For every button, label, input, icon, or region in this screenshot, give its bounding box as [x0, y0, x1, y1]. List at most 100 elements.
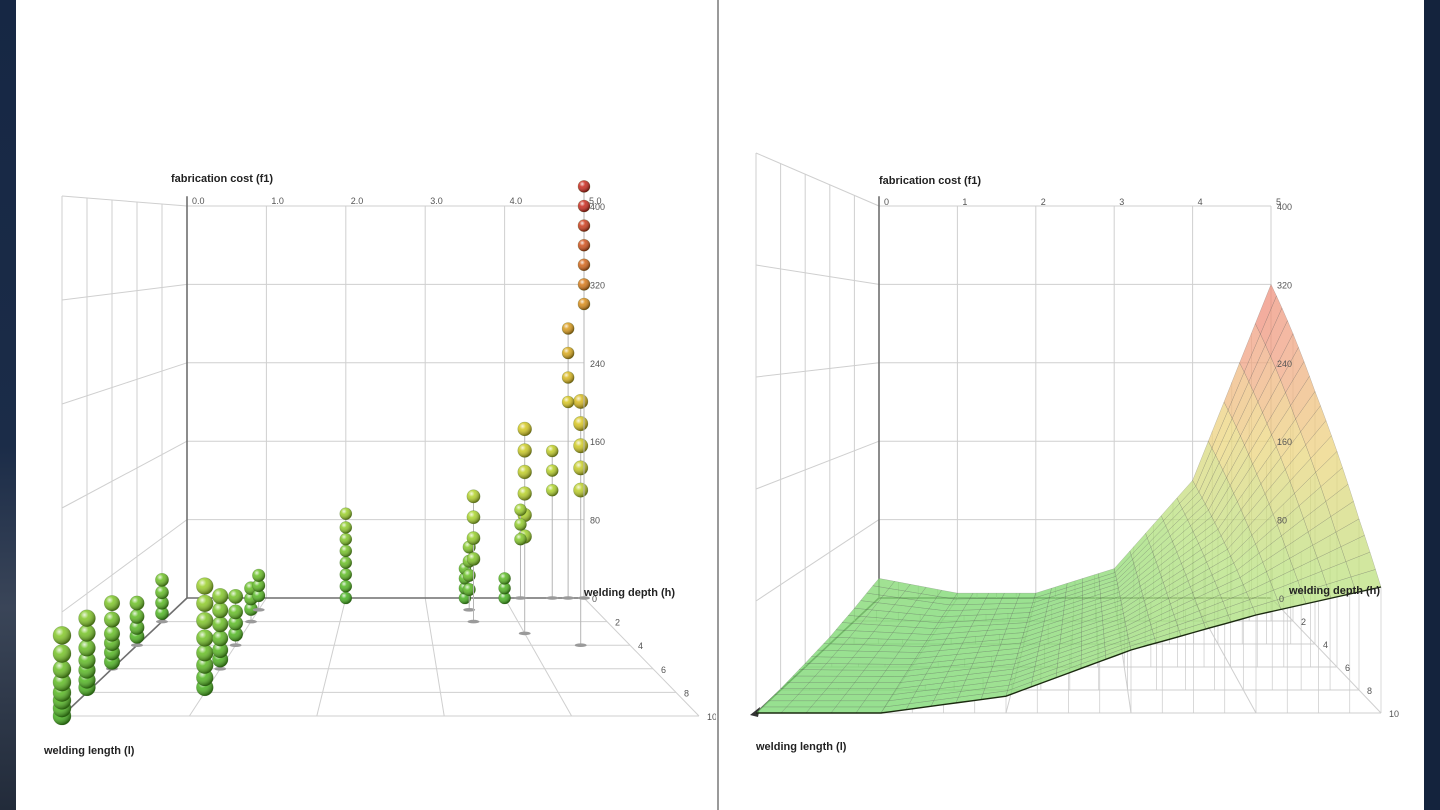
data-point-highlight	[517, 443, 532, 458]
data-point-highlight	[212, 642, 228, 658]
data-point-highlight	[466, 552, 481, 566]
data-point-highlight	[252, 579, 265, 592]
surface-patch	[996, 603, 1017, 610]
surface-patch	[868, 688, 897, 695]
surface-patch	[969, 592, 990, 600]
data-point-highlight	[562, 396, 575, 408]
surface-patch	[854, 676, 883, 683]
floor-shadow	[578, 596, 590, 600]
surface-patch	[1013, 602, 1034, 609]
surface-patch	[1011, 607, 1032, 614]
data-point-highlight	[196, 612, 214, 630]
data-point-highlight	[562, 322, 575, 335]
surface-patch	[994, 608, 1015, 615]
scatter-sidewall-hline	[61, 440, 188, 509]
data-point-highlight	[252, 589, 265, 602]
data-point-highlight	[212, 630, 228, 647]
surface-x-tick-label: 2	[1041, 197, 1046, 207]
surface-patch	[835, 700, 866, 708]
right-background-strip	[1424, 0, 1440, 810]
surface-patch	[876, 676, 905, 683]
floor-shadow	[518, 631, 531, 636]
scatter-sidewall-hline	[61, 195, 188, 207]
scatter-sidewall-hline	[61, 362, 188, 405]
scatter-floor-line	[504, 597, 573, 717]
surface-patch	[849, 682, 878, 689]
floor-shadow	[229, 643, 242, 647]
floor-shadow	[463, 608, 476, 612]
surface-z-tick-label: 400	[1277, 202, 1292, 212]
data-point-highlight	[578, 258, 590, 271]
data-point-highlight	[212, 588, 228, 604]
surface-z-tick-label: 240	[1277, 359, 1292, 369]
scatter-z-axis-title: fabrication cost (f1)	[171, 173, 273, 185]
surface-patch	[1280, 346, 1305, 394]
scatter-labels: fabrication cost (f1) welding length (l)…	[43, 173, 716, 757]
surface-sidewall-hline	[755, 440, 880, 490]
data-point-highlight	[339, 544, 352, 557]
floor-shadow	[562, 596, 575, 600]
surface-x-tick-label: 5	[1276, 197, 1281, 207]
data-point-highlight	[339, 533, 352, 546]
surface-patch	[889, 657, 916, 665]
surface-patch	[844, 688, 874, 695]
data-point-highlight	[155, 596, 169, 610]
surface-y-tick-label: 4	[1323, 640, 1328, 650]
scatter-x-tick-label: 1.0	[271, 196, 284, 206]
surface-patch	[830, 706, 861, 714]
floor-shadow	[574, 643, 587, 647]
surface-front-edge	[756, 586, 1382, 714]
data-point-highlight	[578, 278, 590, 291]
data-point-highlight	[466, 510, 481, 524]
scatter-marks	[52, 180, 591, 726]
data-point-highlight	[498, 592, 511, 604]
surface-patch	[894, 651, 920, 659]
surface-patch	[1330, 500, 1360, 533]
data-point-highlight	[517, 465, 532, 479]
surface-z-tick-label: 320	[1277, 280, 1292, 290]
data-point-highlight	[339, 521, 352, 534]
data-point-highlight	[546, 445, 559, 457]
surface-patch	[982, 598, 1003, 605]
scatter-z-tick-label: 400	[590, 202, 605, 212]
surface-patch	[810, 700, 842, 708]
data-point-highlight	[78, 651, 96, 669]
floor-shadow	[131, 643, 143, 647]
data-point-highlight	[78, 639, 96, 657]
data-point-highlight	[573, 460, 588, 476]
figure-panel	[16, 0, 1424, 810]
surface-marks	[755, 283, 1382, 714]
scatter-z-tick-label: 160	[590, 437, 605, 447]
data-point-highlight	[339, 507, 352, 520]
surface-patch	[855, 706, 886, 714]
data-point-highlight	[578, 298, 590, 310]
data-point-highlight	[466, 489, 481, 503]
surface-patch	[898, 645, 924, 653]
surface-labels: fabrication cost (f1) welding length (l)…	[755, 175, 1399, 753]
data-point-highlight	[212, 602, 228, 618]
data-point-highlight	[339, 580, 352, 593]
surface-patch	[881, 670, 909, 677]
scatter-floor-line	[583, 597, 700, 717]
floor-shadow	[546, 596, 559, 600]
surface-patch	[1260, 295, 1283, 346]
data-point-highlight	[339, 556, 352, 569]
scatter-z-tick-label: 80	[590, 516, 600, 526]
data-point-highlight	[573, 482, 588, 498]
scatter-floor-line	[424, 597, 445, 717]
data-point-highlight	[196, 595, 214, 612]
data-point-highlight	[196, 577, 214, 595]
data-point-highlight	[546, 464, 559, 477]
surface-patch	[1015, 597, 1035, 604]
data-point-highlight	[104, 595, 120, 611]
data-point-highlight	[129, 595, 145, 611]
surface-patch	[1315, 450, 1343, 488]
data-point-highlight	[228, 604, 243, 620]
data-point-highlight	[104, 611, 120, 628]
scatter-y-tick-label: 0	[592, 594, 597, 604]
surface-patch	[1017, 592, 1037, 599]
data-point-highlight	[466, 531, 481, 545]
scatter-3d-chart: fabrication cost (f1) welding length (l)…	[43, 173, 716, 757]
surface-y-tick-label: 6	[1345, 663, 1350, 673]
data-point-highlight	[578, 200, 590, 212]
